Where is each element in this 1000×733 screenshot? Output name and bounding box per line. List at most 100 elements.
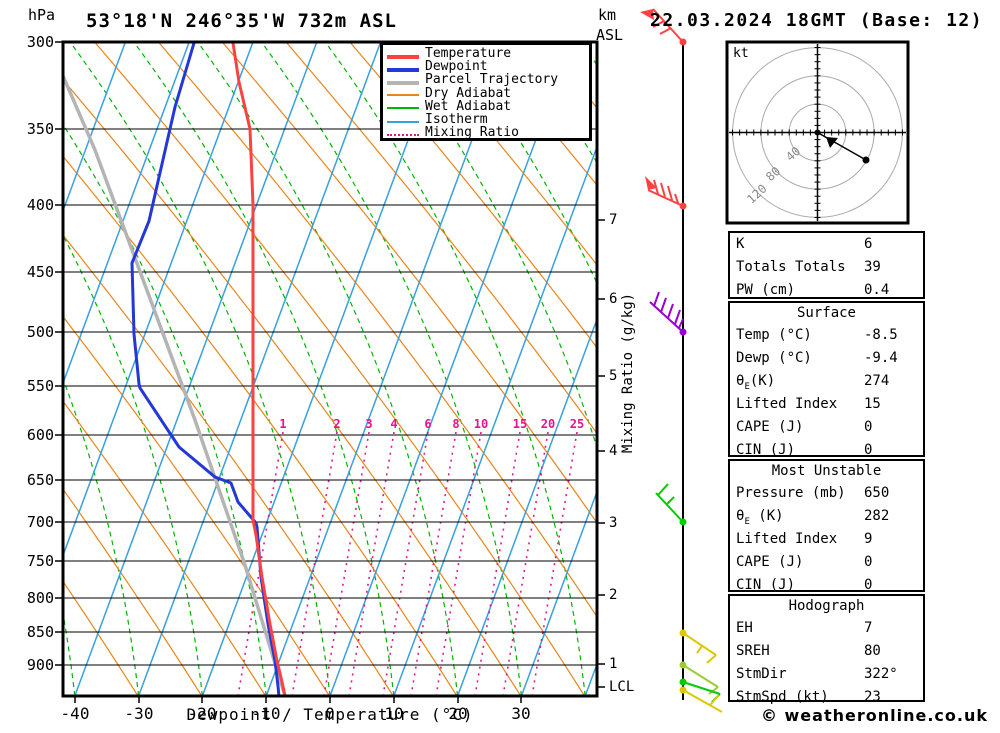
pressure-tick-label: 350 <box>26 120 54 138</box>
pressure-tick-label: 600 <box>26 426 54 444</box>
table-row-label: θE(K) <box>736 373 776 392</box>
valid-time-label: 22.03.2024 18GMT (Base: 12) <box>650 10 984 31</box>
mixing-ratio-value-label: 3 <box>365 417 373 431</box>
table-row: PW (cm) 0.4 <box>730 279 923 302</box>
table-row-value: 0 <box>864 554 873 570</box>
table-row: SREH 80 <box>730 640 923 663</box>
table-row-value: 39 <box>864 259 881 275</box>
pressure-tick-label: 400 <box>26 196 54 214</box>
temperature-tick-label: -40 <box>60 704 90 723</box>
table-row-label: CAPE (J) <box>736 554 804 570</box>
legend-item: Mixing Ratio <box>383 126 589 140</box>
pressure-tick-label: 700 <box>26 513 54 531</box>
km-tick-label: 5 <box>609 368 618 384</box>
legend-item: Isotherm <box>383 112 589 127</box>
mixing-ratio-value-label: 8 <box>452 417 460 431</box>
table-row-value: 0 <box>864 577 873 593</box>
table-row-label: EH <box>736 620 753 636</box>
table-row-label: Lifted Index <box>736 531 838 547</box>
table-row-label: Totals Totals <box>736 259 846 275</box>
table-row: CIN (J) 0 <box>730 574 923 597</box>
table-row-label: CIN (J) <box>736 577 796 593</box>
mixing-ratio-value-label: 10 <box>473 417 489 431</box>
table-row-label: CAPE (J) <box>736 419 804 435</box>
pressure-tick-label: 900 <box>26 656 54 674</box>
mixing-ratio-value-label: 15 <box>512 417 528 431</box>
mixing-ratio-value-label: 2 <box>333 417 341 431</box>
stats-table: Surface Temp (°C) -8.5 Dewp (°C) -9.4 θE(K) 27… <box>728 301 925 458</box>
legend-line-sample <box>387 133 419 136</box>
temperature-tick-label: 30 <box>511 704 531 723</box>
table-row: Totals Totals 39 <box>730 256 923 279</box>
asl-axis-unit: ASL <box>596 26 624 44</box>
table-row: θE (K) 282 <box>730 505 923 528</box>
table-row-value: 6 <box>864 236 873 252</box>
temperature-tick-label: -10 <box>251 704 281 723</box>
table-row-label: StmDir <box>736 666 787 682</box>
legend-line-sample <box>387 80 419 85</box>
mixing-ratio-value-label: 4 <box>390 417 398 431</box>
table-row-label: SREH <box>736 643 770 659</box>
mixing-ratio-value-label: 1 <box>279 417 287 431</box>
table-row: CIN (J) 0 <box>730 439 923 462</box>
stats-table: Most Unstable Pressure (mb) 650 θE (K) 282 Li… <box>728 459 925 593</box>
table-row-label: θE (K) <box>736 508 784 527</box>
stats-table: K 6 Totals Totals 39 PW (cm) 0.4 <box>728 231 925 299</box>
table-row-label: Pressure (mb) <box>736 485 846 501</box>
hodograph-unit-label: kt <box>733 46 749 61</box>
table-row-label: StmSpd (kt) <box>736 689 829 705</box>
legend-box: Temperature Dewpoint Parcel Trajectory Dry … <box>380 42 592 141</box>
legend-line-sample <box>387 107 419 110</box>
legend-item: Temperature <box>383 47 589 61</box>
legend-item: Dry Adiabat <box>383 85 589 101</box>
pressure-tick-label: 650 <box>26 471 54 489</box>
table-row: EH 7 <box>730 617 923 640</box>
pressure-tick-label: 500 <box>26 323 54 341</box>
pressure-tick-label: 450 <box>26 263 54 281</box>
pressure-tick-label: 300 <box>26 33 54 51</box>
table-row: θE(K) 274 <box>730 370 923 393</box>
table-row-value: -9.4 <box>864 350 898 366</box>
pressure-tick-label: 850 <box>26 623 54 641</box>
legend-item-label: Isotherm <box>425 112 488 127</box>
table-row-value: 0 <box>864 419 873 435</box>
legend-line-sample <box>387 120 419 123</box>
km-tick-label: 7 <box>609 212 618 228</box>
table-title: Most Unstable <box>771 463 882 479</box>
mixing-ratio-value-label: 6 <box>424 417 432 431</box>
legend-item: Dewpoint <box>383 59 589 75</box>
table-row-value: 15 <box>864 396 881 412</box>
pressure-tick-label: 800 <box>26 589 54 607</box>
legend-item-label: Parcel Trajectory <box>425 72 559 88</box>
table-title: Surface <box>796 305 856 321</box>
pressure-axis-unit: hPa <box>28 6 56 24</box>
table-row-value: 23 <box>864 689 881 705</box>
table-row-value: 0 <box>864 442 873 458</box>
table-row-label: CIN (J) <box>736 442 796 458</box>
km-tick-label: 6 <box>609 291 618 307</box>
pressure-tick-label: 750 <box>26 552 54 570</box>
temperature-tick-label: -30 <box>124 704 154 723</box>
table-row-value: 650 <box>864 485 890 501</box>
legend-item: Wet Adiabat <box>383 98 589 114</box>
table-row-value: 9 <box>864 531 873 547</box>
temperature-tick-label: 10 <box>384 704 404 723</box>
legend-item-label: Wet Adiabat <box>425 98 512 114</box>
legend-item-label: Dewpoint <box>425 59 488 75</box>
table-row: CAPE (J) 0 <box>730 416 923 439</box>
table-row-label: Dewp (°C) <box>736 350 812 366</box>
table-row-value: 274 <box>864 373 890 389</box>
km-tick-label: 2 <box>609 587 618 603</box>
table-row-value: -8.5 <box>864 327 898 343</box>
table-row-value: 7 <box>864 620 873 636</box>
copyright-text: © weatheronline.co.uk <box>760 706 988 725</box>
table-row-value: 80 <box>864 643 881 659</box>
table-row-label: Lifted Index <box>736 396 838 412</box>
table-row: Dewp (°C) -9.4 <box>730 347 923 370</box>
table-row: CAPE (J) 0 <box>730 551 923 574</box>
table-row-value: 282 <box>864 508 890 524</box>
legend-item-label: Dry Adiabat <box>425 85 512 101</box>
